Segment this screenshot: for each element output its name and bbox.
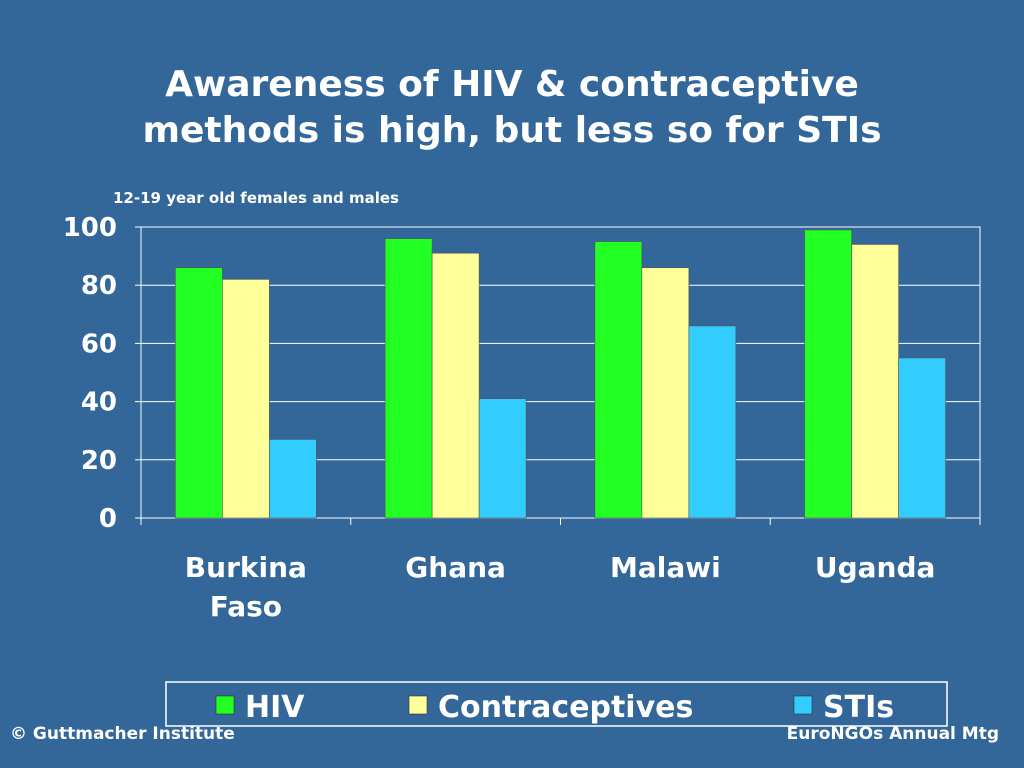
bar <box>384 238 433 519</box>
legend-swatch <box>408 695 428 715</box>
legend-box <box>165 681 948 727</box>
y-tick-label: 60 <box>81 329 117 359</box>
bar <box>269 439 317 519</box>
y-tick-label: 100 <box>63 213 117 243</box>
bar <box>851 244 899 519</box>
x-category-label: Faso <box>210 590 282 623</box>
footer-event: EuroNGOs Annual Mtg <box>786 724 999 744</box>
bar <box>641 267 690 519</box>
x-category-label: Burkina <box>185 551 307 584</box>
bar <box>478 398 527 519</box>
legend-label: HIV <box>245 690 305 725</box>
bar <box>688 325 737 519</box>
x-category-label: Ghana <box>405 551 506 584</box>
x-category-label: Malawi <box>610 551 721 584</box>
y-tick-label: 0 <box>99 504 117 534</box>
slide-title-line2: methods is high, but less so for STIs <box>142 110 882 151</box>
y-tick-label: 80 <box>81 271 117 301</box>
bar <box>175 267 223 519</box>
legend-swatch <box>215 695 235 715</box>
y-tick-label: 40 <box>81 388 117 418</box>
bar <box>898 357 946 519</box>
footer-copyright: © Guttmacher Institute <box>10 724 235 744</box>
bar <box>594 241 643 519</box>
slide-title-line1: Awareness of HIV & contraceptive <box>165 64 859 105</box>
chart-subtitle: 12-19 year old females and males <box>113 189 399 207</box>
bar <box>222 279 270 519</box>
bar <box>431 252 480 519</box>
legend-label: STIs <box>823 690 894 725</box>
bar <box>804 229 852 519</box>
legend-label: Contraceptives <box>438 690 693 725</box>
slide-title: Awareness of HIV & contraceptive methods… <box>0 62 1024 154</box>
x-category-label: Uganda <box>815 551 936 584</box>
y-tick-label: 20 <box>81 446 117 476</box>
legend-swatch <box>793 695 813 715</box>
